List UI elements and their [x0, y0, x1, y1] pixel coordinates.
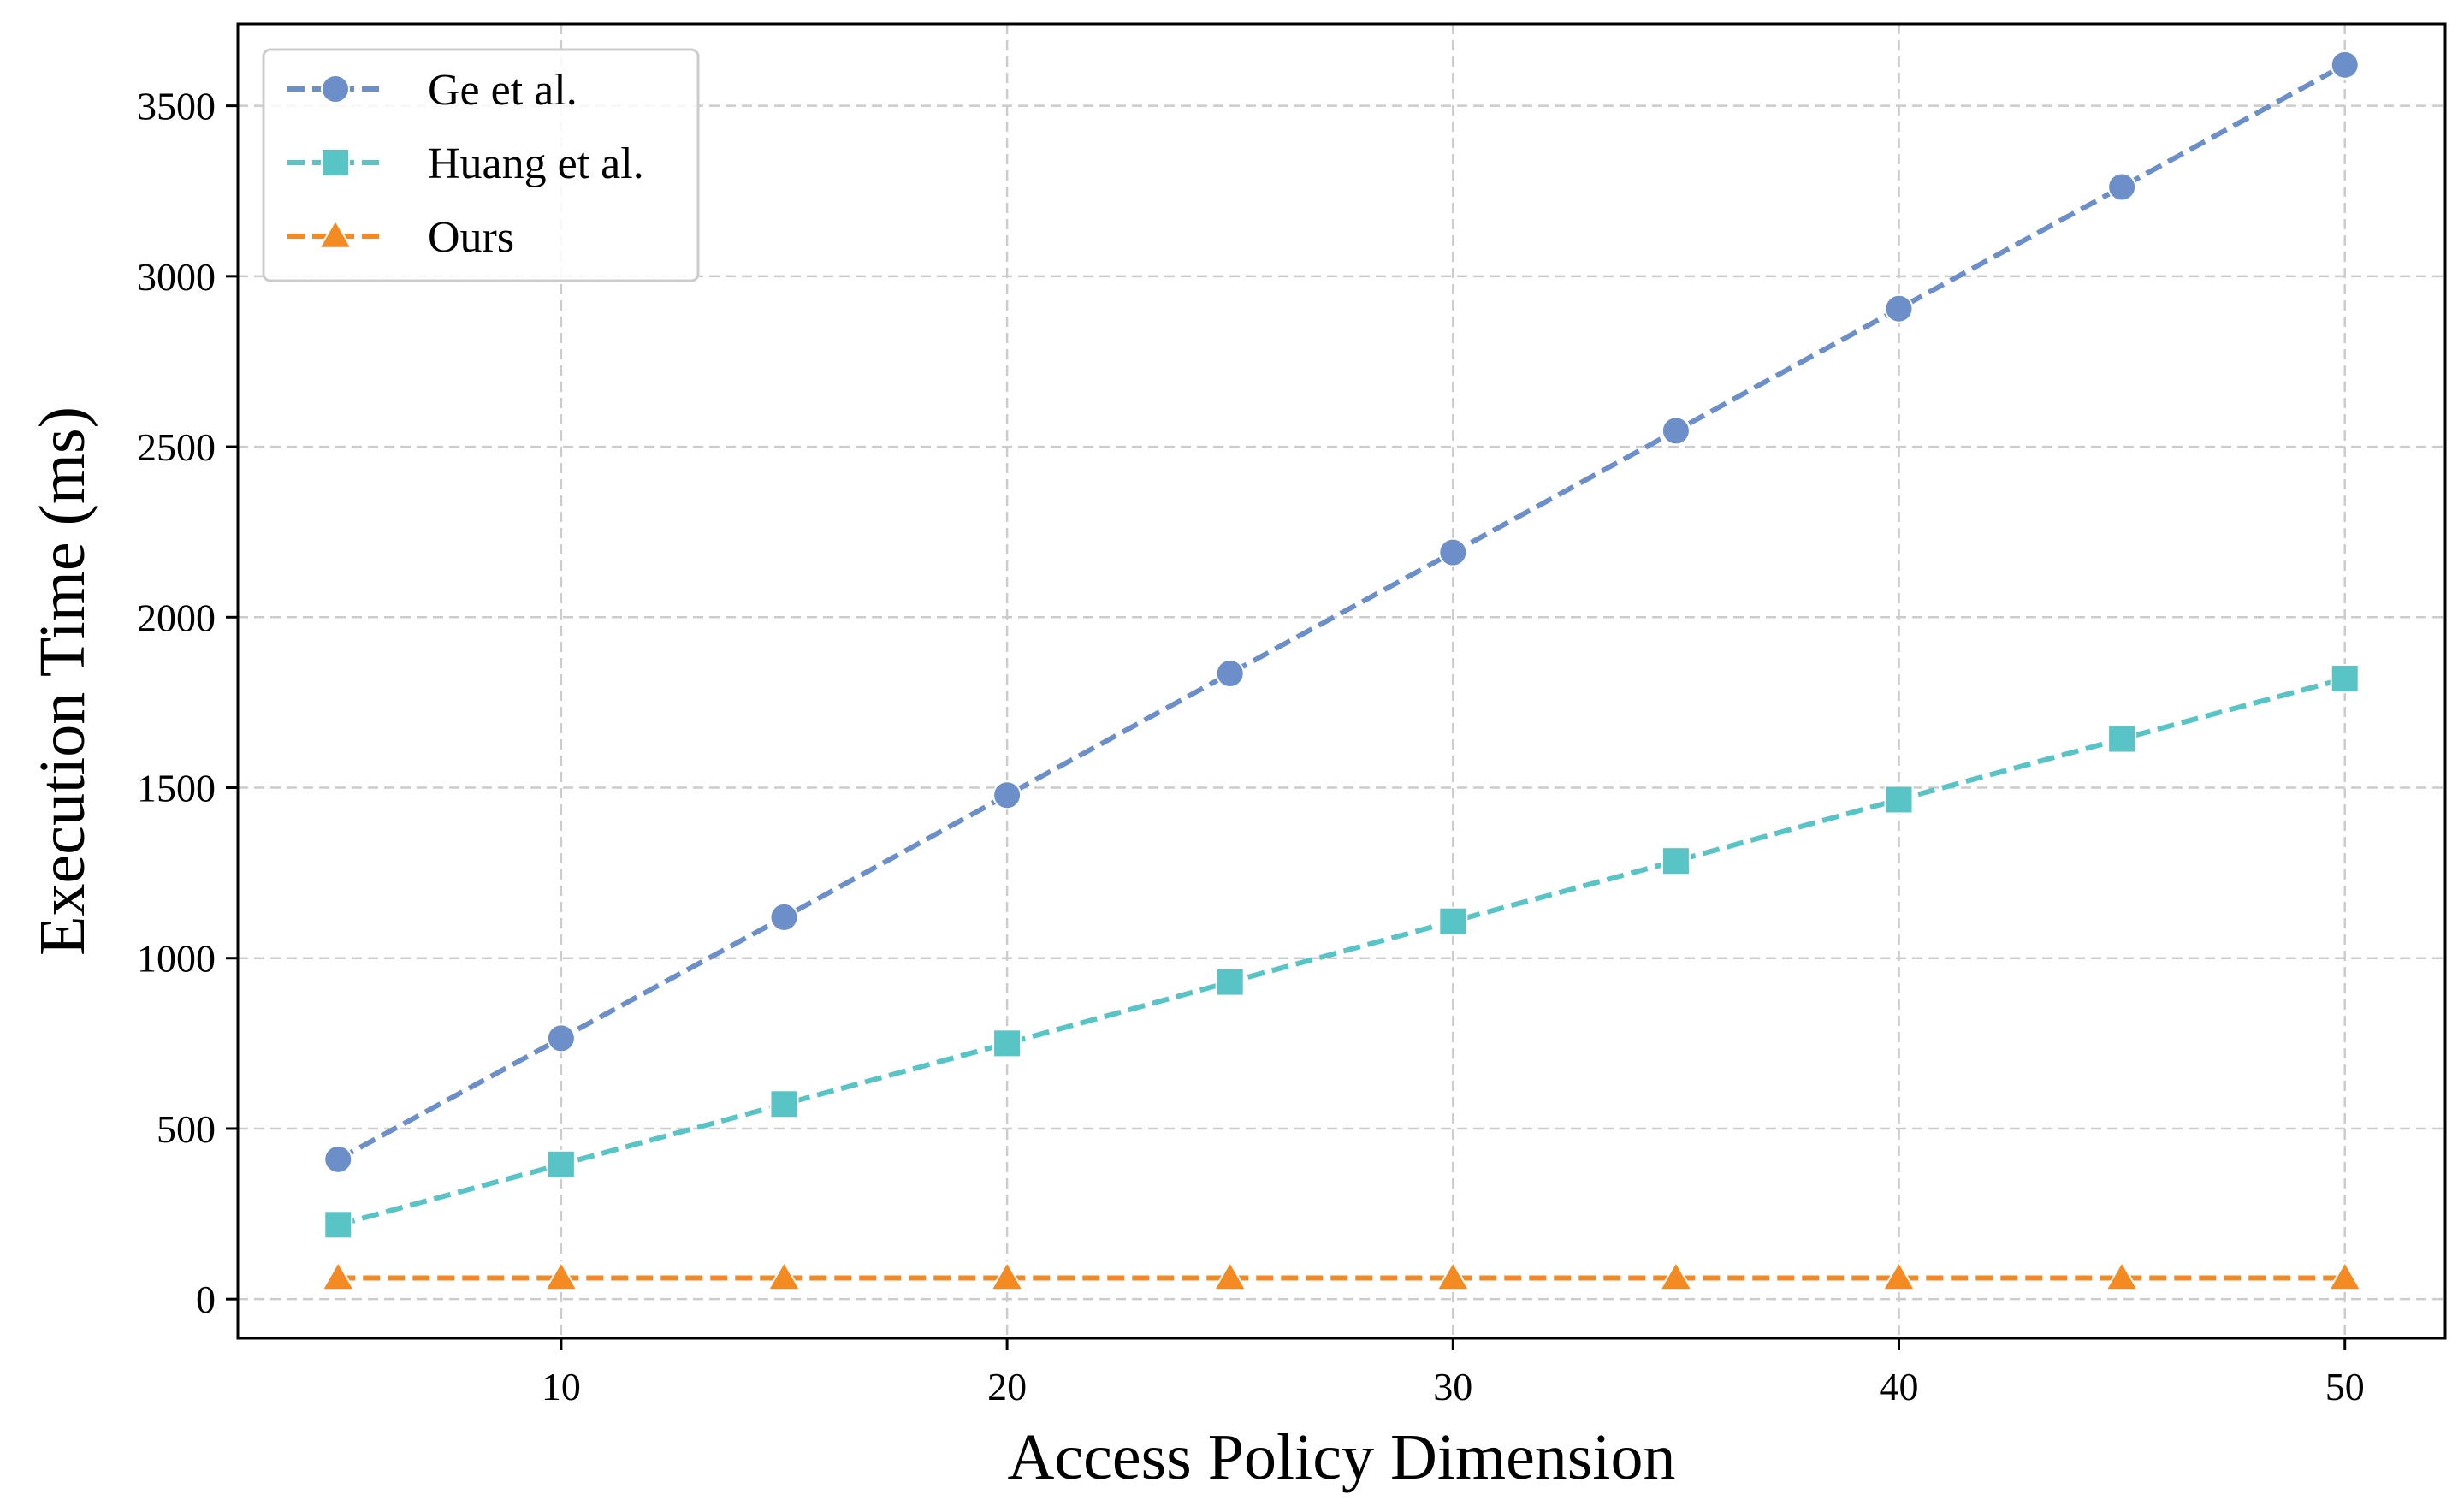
data-point — [1438, 537, 1468, 567]
data-point — [769, 1089, 799, 1119]
legend-marker — [317, 218, 353, 249]
data-point — [2107, 172, 2137, 202]
data-point — [2330, 664, 2360, 694]
data-point — [1884, 293, 1914, 323]
data-point — [1881, 1260, 1916, 1291]
y-tick-label: 2000 — [137, 596, 216, 639]
legend-entry: Huang et al. — [287, 139, 644, 188]
legend-label: Ours — [428, 213, 514, 262]
series-group — [321, 50, 2362, 1291]
data-point — [767, 1260, 802, 1291]
y-axis-title: Execution Time (ms) — [27, 406, 98, 956]
y-tick-label: 3000 — [137, 255, 216, 299]
y-tick-label: 0 — [196, 1278, 216, 1321]
legend-marker — [321, 148, 350, 177]
y-tick-label: 3500 — [137, 85, 216, 128]
legend-entry: Ge et al. — [287, 66, 578, 115]
series-line — [336, 62, 2347, 1162]
data-point — [1661, 846, 1691, 876]
x-axis-title: Access Policy Dimension — [1007, 1421, 1675, 1493]
data-point — [1658, 1260, 1694, 1291]
data-point — [323, 1210, 353, 1240]
data-point — [321, 1260, 356, 1291]
data-point — [546, 1149, 576, 1179]
data-point — [769, 902, 799, 932]
y-tick-label: 1000 — [137, 937, 216, 981]
x-tick-label: 20 — [987, 1365, 1027, 1408]
data-point — [1215, 659, 1245, 689]
series-2 — [323, 664, 2360, 1240]
x-tick-label: 50 — [2325, 1365, 2365, 1408]
x-tick-label: 30 — [1433, 1365, 1472, 1408]
legend-box — [262, 48, 700, 282]
data-point — [546, 1023, 576, 1053]
legend-entry: Ours — [287, 213, 514, 262]
y-tick-label: 2500 — [137, 425, 216, 469]
data-point — [989, 1260, 1025, 1291]
data-point — [2104, 1260, 2140, 1291]
data-point — [1215, 967, 1245, 997]
data-point — [2107, 724, 2137, 754]
series-3 — [321, 1260, 2362, 1291]
data-point — [1436, 1260, 1471, 1291]
data-point — [2330, 50, 2360, 80]
legend-marker — [321, 74, 350, 104]
y-tick-label: 1500 — [137, 767, 216, 810]
legend: Ge et al. Huang et al. Ours — [262, 48, 700, 282]
x-tick-label: 40 — [1880, 1365, 1919, 1408]
data-point — [1661, 416, 1691, 446]
data-point — [2327, 1260, 2362, 1291]
data-point — [992, 1029, 1022, 1058]
legend-label: Ge et al. — [428, 66, 578, 115]
data-point — [1438, 906, 1468, 936]
plot-frame — [236, 22, 2447, 1340]
data-point — [543, 1260, 579, 1291]
data-point — [323, 1144, 353, 1174]
y-tick-label: 500 — [157, 1107, 216, 1151]
series-1 — [323, 50, 2360, 1174]
data-point — [1884, 785, 1914, 815]
data-point — [1212, 1260, 1247, 1291]
x-tick-label: 10 — [542, 1365, 581, 1408]
legend-label: Huang et al. — [428, 139, 644, 188]
data-point — [992, 780, 1022, 810]
